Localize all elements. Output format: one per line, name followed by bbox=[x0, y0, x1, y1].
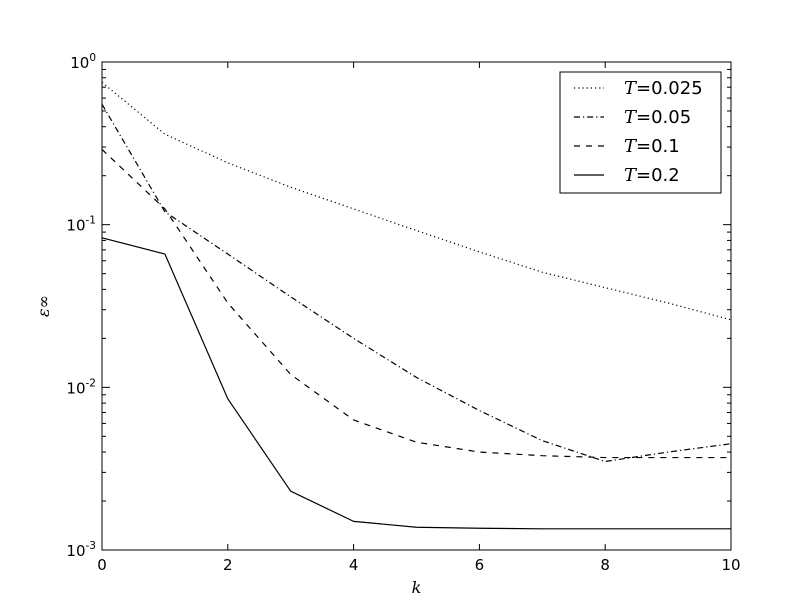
x-tick-label: 8 bbox=[600, 556, 610, 574]
y-tick-base: 10 bbox=[66, 542, 85, 560]
legend-var: T bbox=[624, 136, 638, 157]
x-tick-label: 10 bbox=[721, 556, 740, 574]
legend-var: T bbox=[624, 107, 638, 128]
y-tick-base: 10 bbox=[66, 217, 85, 235]
legend-var: T bbox=[624, 78, 638, 99]
legend-eq: = bbox=[636, 165, 651, 186]
x-tick-label: 6 bbox=[475, 556, 485, 574]
x-tick-label: 4 bbox=[349, 556, 359, 574]
x-tick-label: 2 bbox=[223, 556, 233, 574]
series-line-0_05 bbox=[101, 103, 732, 463]
y-tick-label: 10-2 bbox=[66, 377, 96, 397]
legend-box bbox=[559, 71, 722, 194]
legend-entry: T=0.2 bbox=[624, 165, 680, 186]
y-tick-exponent: 0 bbox=[89, 52, 96, 64]
legend-entry: T=0.1 bbox=[624, 136, 680, 157]
y-tick-label: 10-1 bbox=[66, 215, 96, 235]
plot-frame bbox=[101, 61, 732, 551]
y-tick-exponent: -1 bbox=[86, 215, 96, 227]
legend-var: T bbox=[624, 165, 638, 186]
series-line-0_1 bbox=[101, 149, 731, 459]
y-tick-label: 100 bbox=[70, 52, 96, 72]
y-tick-base: 10 bbox=[66, 379, 85, 397]
series-line-0_2 bbox=[101, 237, 731, 530]
x-tick-label: 0 bbox=[97, 556, 107, 574]
y-tick-label: 10-3 bbox=[66, 540, 96, 560]
legend-value: 0.1 bbox=[651, 136, 680, 157]
y-tick-exponent: -2 bbox=[86, 377, 96, 389]
y-tick-exponent: -3 bbox=[86, 540, 96, 552]
legend-value: 0.2 bbox=[651, 165, 680, 186]
legend-value: 0.05 bbox=[651, 107, 691, 128]
y-tick-base: 10 bbox=[70, 54, 89, 72]
x-axis-ticks: 0 2 4 6 8 10 bbox=[97, 62, 741, 574]
legend-entry: T=0.05 bbox=[624, 107, 691, 128]
legend-value: 0.025 bbox=[651, 78, 703, 99]
x-axis-label: k bbox=[412, 578, 422, 597]
legend-entry: T=0.025 bbox=[624, 78, 703, 99]
y-axis-label: ε∞ bbox=[34, 295, 53, 317]
legend-eq: = bbox=[636, 136, 651, 157]
series-layer bbox=[101, 81, 732, 530]
legend-eq: = bbox=[636, 107, 651, 128]
legend-eq: = bbox=[636, 78, 651, 99]
